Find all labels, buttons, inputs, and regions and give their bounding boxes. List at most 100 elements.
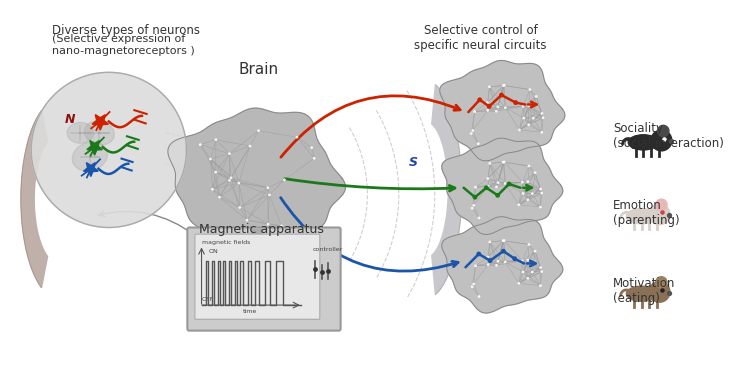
Text: Diverse types of neurons: Diverse types of neurons: [52, 24, 200, 37]
Point: [537, 115, 549, 121]
Polygon shape: [21, 110, 47, 288]
Point: [523, 241, 535, 247]
Polygon shape: [442, 217, 563, 313]
Point: [472, 141, 484, 146]
Point: [309, 266, 321, 272]
Point: [224, 151, 235, 157]
Point: [522, 257, 534, 263]
Text: Selective control of
specific neural circuits: Selective control of specific neural cir…: [415, 24, 547, 52]
Point: [194, 142, 206, 148]
Point: [523, 122, 534, 128]
Point: [534, 283, 546, 288]
Polygon shape: [440, 61, 565, 161]
Text: Magnetic apparatus: Magnetic apparatus: [199, 223, 323, 236]
Point: [484, 239, 496, 245]
Point: [528, 115, 539, 121]
Point: [526, 190, 538, 196]
Point: [524, 87, 536, 92]
Point: [503, 181, 515, 187]
Point: [306, 145, 317, 150]
Ellipse shape: [628, 135, 658, 150]
Point: [492, 192, 503, 198]
Polygon shape: [92, 115, 108, 130]
Polygon shape: [87, 141, 103, 155]
Point: [241, 217, 253, 223]
Point: [498, 159, 510, 165]
Ellipse shape: [627, 286, 657, 301]
Polygon shape: [251, 229, 263, 239]
Point: [210, 169, 221, 175]
Point: [529, 248, 541, 254]
Point: [469, 109, 480, 115]
Point: [523, 163, 535, 169]
Point: [492, 258, 504, 264]
Point: [508, 256, 520, 262]
Polygon shape: [168, 108, 345, 252]
FancyBboxPatch shape: [195, 234, 320, 319]
Point: [225, 175, 237, 181]
Point: [204, 156, 216, 162]
Point: [262, 185, 274, 191]
Point: [513, 202, 525, 208]
Point: [234, 204, 246, 210]
Point: [497, 83, 509, 88]
Point: [484, 160, 496, 166]
Point: [531, 94, 542, 99]
Point: [491, 262, 503, 268]
Point: [262, 221, 274, 227]
Circle shape: [655, 199, 667, 210]
Point: [513, 280, 525, 286]
Point: [495, 92, 507, 98]
Point: [498, 238, 510, 244]
Point: [497, 238, 509, 244]
Text: ON: ON: [208, 249, 218, 254]
Point: [522, 179, 534, 185]
Point: [517, 258, 528, 264]
Point: [482, 108, 494, 113]
Point: [244, 143, 256, 149]
Point: [291, 134, 303, 140]
Point: [473, 294, 485, 299]
Circle shape: [655, 277, 667, 288]
Point: [529, 170, 541, 176]
Polygon shape: [237, 239, 277, 244]
Polygon shape: [83, 163, 98, 177]
Text: S: S: [409, 156, 418, 169]
Point: [526, 269, 538, 275]
Polygon shape: [31, 72, 187, 228]
Point: [473, 215, 485, 221]
Point: [482, 262, 494, 268]
Point: [484, 258, 496, 264]
Point: [224, 177, 235, 183]
Text: controller: controller: [312, 247, 342, 252]
Point: [481, 100, 493, 106]
Point: [473, 251, 485, 257]
Point: [517, 103, 529, 109]
Point: [467, 128, 479, 134]
Point: [536, 110, 548, 116]
Ellipse shape: [72, 142, 108, 171]
Point: [497, 159, 509, 165]
FancyBboxPatch shape: [187, 228, 341, 331]
Point: [534, 204, 546, 210]
Text: magnetic fields: magnetic fields: [201, 240, 250, 244]
Point: [466, 284, 478, 290]
Point: [492, 179, 504, 185]
Point: [207, 186, 218, 192]
Point: [523, 103, 535, 109]
Text: Brain: Brain: [238, 62, 278, 77]
Point: [535, 186, 547, 192]
Point: [500, 105, 511, 110]
Text: Sociality
(social interaction): Sociality (social interaction): [613, 121, 724, 149]
Point: [213, 194, 225, 200]
Text: OFF: OFF: [201, 297, 214, 302]
Point: [491, 184, 503, 190]
Point: [517, 190, 529, 196]
Text: time: time: [243, 309, 257, 314]
Point: [499, 259, 511, 265]
Point: [514, 127, 525, 133]
Text: Emotion
(parenting): Emotion (parenting): [613, 199, 680, 227]
Point: [474, 97, 486, 103]
Point: [210, 137, 222, 143]
Point: [316, 269, 328, 275]
